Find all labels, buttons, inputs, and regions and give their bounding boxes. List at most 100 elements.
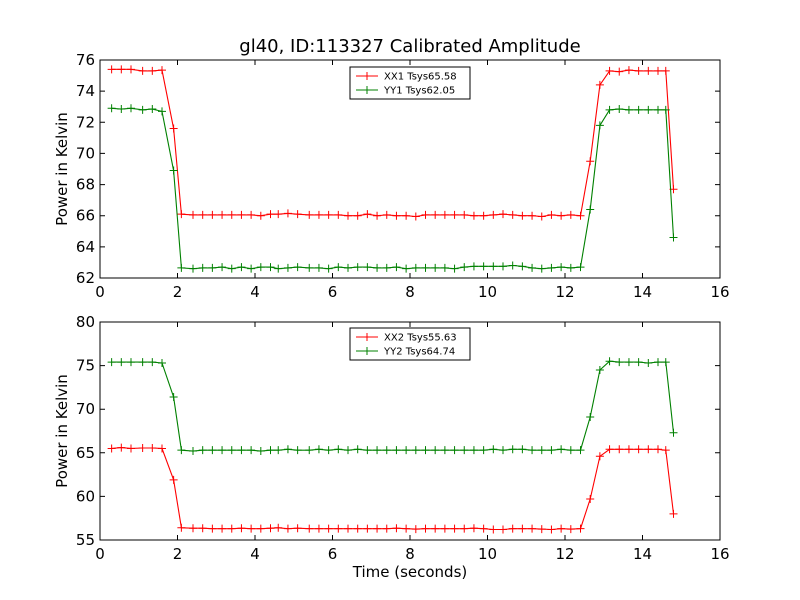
- data-point: [537, 264, 546, 273]
- data-point: [460, 446, 469, 455]
- y-axis-label: Power in Kelvin: [53, 112, 71, 226]
- data-point: [624, 445, 633, 454]
- data-point: [237, 524, 246, 533]
- x-tick-label: 16: [710, 283, 729, 301]
- data-point: [208, 210, 217, 219]
- data-point: [373, 524, 382, 533]
- data-point: [363, 524, 372, 533]
- data-point: [644, 66, 653, 75]
- data-point: [644, 445, 653, 454]
- data-point: [148, 105, 157, 114]
- data-point: [227, 210, 236, 219]
- data-point: [469, 446, 478, 455]
- y-tick-label: 68: [76, 176, 95, 194]
- data-point: [411, 212, 420, 221]
- data-point: [283, 209, 292, 218]
- data-point: [421, 263, 430, 272]
- legend-label: XX1 Tsys65.58: [384, 72, 457, 83]
- data-point: [344, 211, 352, 220]
- legend-marker: [363, 347, 371, 355]
- data-point: [537, 525, 546, 534]
- data-point: [661, 358, 670, 367]
- data-point: [274, 523, 283, 532]
- legend-marker: [363, 333, 371, 341]
- data-point: [189, 264, 197, 273]
- data-point: [450, 446, 459, 455]
- data-point: [402, 211, 411, 220]
- data-point: [314, 445, 323, 454]
- data-point: [518, 524, 527, 533]
- data-point: [314, 524, 323, 533]
- data-point: [508, 524, 517, 533]
- data-point: [595, 80, 604, 89]
- data-point: [595, 365, 604, 374]
- data-point: [499, 446, 507, 455]
- y-tick-label: 74: [76, 82, 95, 100]
- data-point: [218, 446, 227, 455]
- data-point: [402, 524, 411, 533]
- bottom-panel: 0 2 4 6 8 10 12 14 16 55 60 65 70 75 80 Power in Kelvin…: [53, 313, 730, 581]
- data-point: [177, 210, 186, 219]
- data-point: [107, 104, 116, 113]
- data-point: [586, 495, 595, 504]
- data-point: [557, 445, 566, 454]
- data-point: [499, 262, 507, 271]
- data-point: [450, 264, 459, 273]
- data-point: [117, 65, 126, 74]
- data-point: [127, 444, 135, 453]
- data-point: [314, 210, 323, 219]
- legend-marker: [363, 72, 371, 80]
- data-point: [566, 525, 575, 534]
- data-point: [421, 210, 430, 219]
- data-point: [615, 445, 624, 454]
- data-point: [654, 445, 662, 454]
- data-point: [669, 509, 678, 518]
- data-point: [107, 65, 116, 74]
- data-point: [138, 444, 147, 453]
- data-point: [595, 121, 604, 130]
- data-point: [499, 525, 507, 534]
- data-point: [218, 263, 227, 272]
- data-point: [586, 157, 595, 166]
- y-tick-label: 55: [76, 531, 95, 549]
- data-point: [208, 263, 217, 272]
- data-point: [189, 210, 197, 219]
- data-point: [537, 212, 546, 221]
- data-point: [634, 66, 643, 75]
- data-point: [479, 211, 488, 220]
- data-point: [266, 446, 275, 455]
- data-point: [382, 524, 391, 533]
- x-tick-label: 12: [555, 545, 574, 563]
- data-point: [669, 233, 678, 242]
- data-point: [363, 210, 372, 219]
- data-point: [547, 210, 556, 219]
- data-point: [208, 446, 217, 455]
- y-axis-label: Power in Kelvin: [53, 374, 71, 488]
- data-point: [158, 107, 166, 116]
- data-point: [283, 524, 292, 533]
- legend-marker: [363, 86, 371, 94]
- x-tick-label: 4: [250, 545, 260, 563]
- data-point: [605, 105, 614, 114]
- series-markers-0-0: [107, 65, 678, 221]
- data-point: [247, 446, 256, 455]
- data-point: [344, 263, 352, 272]
- data-point: [557, 263, 566, 272]
- data-point: [392, 524, 401, 533]
- data-point: [247, 524, 256, 533]
- data-point: [373, 446, 382, 455]
- data-point: [392, 263, 401, 272]
- data-point: [634, 445, 643, 454]
- data-point: [148, 444, 157, 453]
- data-point: [411, 446, 420, 455]
- data-point: [566, 263, 575, 272]
- data-point: [528, 446, 537, 455]
- data-point: [177, 523, 186, 532]
- data-point: [557, 524, 566, 533]
- data-point: [283, 445, 292, 454]
- data-point: [654, 358, 662, 367]
- data-point: [274, 264, 283, 273]
- data-point: [431, 210, 440, 219]
